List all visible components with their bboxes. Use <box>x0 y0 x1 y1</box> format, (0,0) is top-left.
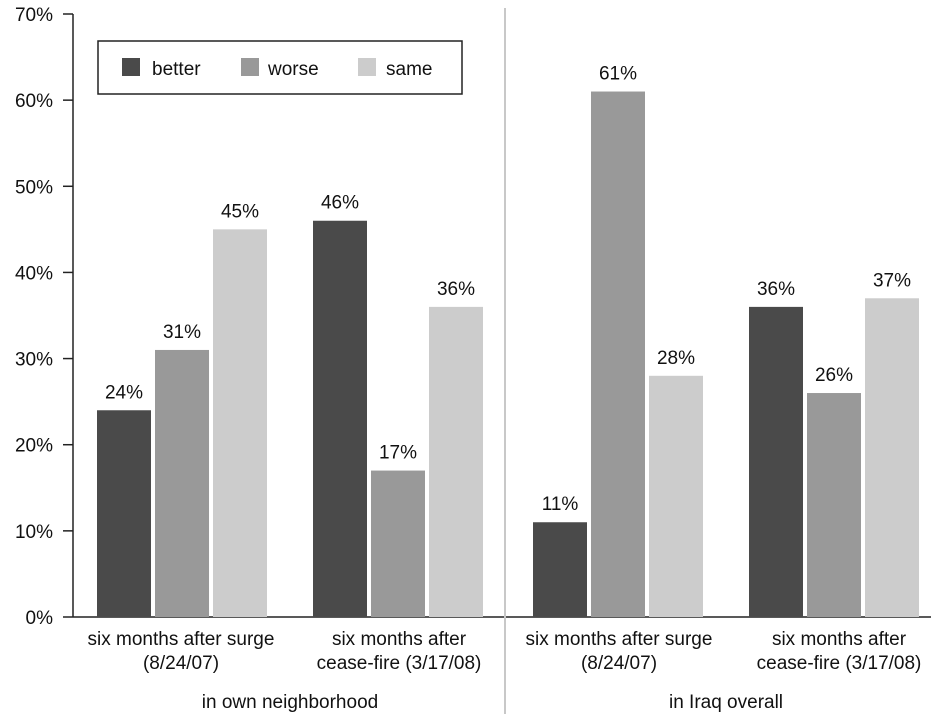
y-tick-label: 40% <box>15 263 53 284</box>
panel-label: in own neighborhood <box>202 692 378 713</box>
bar-same <box>649 375 703 617</box>
legend-swatch-better <box>122 58 140 76</box>
data-labels: 24% 31% 45% 46% 17% 36% 11% 61% 28% 36% 26% 37% <box>105 64 911 516</box>
data-label: 26% <box>815 365 853 386</box>
category-label: cease-fire (3/17/08) <box>317 653 482 674</box>
y-tick-label: 0% <box>26 608 54 629</box>
panel-label: in Iraq overall <box>669 692 783 713</box>
data-label: 37% <box>873 270 911 291</box>
bar-better <box>313 220 367 617</box>
category-label: six months after surge <box>88 629 275 650</box>
category-label: six months after <box>772 629 907 650</box>
bar-worse <box>371 470 425 617</box>
y-tick-label: 60% <box>15 91 53 112</box>
legend-label-worse: worse <box>267 59 319 80</box>
data-label: 31% <box>163 322 201 343</box>
bar-worse <box>591 91 645 618</box>
category-label: six months after <box>332 629 467 650</box>
data-label: 17% <box>379 443 417 464</box>
legend-box <box>97 40 463 95</box>
category-label: (8/24/07) <box>581 653 657 674</box>
legend-label-same: same <box>386 59 432 80</box>
bar-worse <box>155 349 209 617</box>
y-tick-label: 30% <box>15 350 53 371</box>
category-labels: six months after surge (8/24/07) six month… <box>88 629 922 713</box>
bar-better <box>533 522 587 617</box>
data-label: 46% <box>321 193 359 214</box>
legend-swatch-same <box>358 58 376 76</box>
category-label: cease-fire (3/17/08) <box>757 653 922 674</box>
legend-swatch-worse <box>241 58 259 76</box>
legend: better worse same <box>97 40 463 95</box>
data-label: 28% <box>657 348 695 369</box>
bar-better <box>97 410 151 617</box>
data-label: 11% <box>542 494 579 515</box>
bar-better <box>749 306 803 617</box>
bar-same <box>213 229 267 617</box>
data-label: 36% <box>437 279 475 300</box>
data-label: 24% <box>105 382 143 403</box>
bars <box>97 91 919 618</box>
bar-same <box>429 306 483 617</box>
y-tick-label: 70% <box>15 5 53 26</box>
category-label: six months after surge <box>526 629 713 650</box>
data-label: 61% <box>599 64 637 85</box>
bar-worse <box>807 393 861 617</box>
y-tick-label: 20% <box>15 436 53 457</box>
legend-label-better: better <box>152 59 201 80</box>
category-label: (8/24/07) <box>143 653 219 674</box>
bar-same <box>865 298 919 617</box>
y-tick-label: 10% <box>15 522 53 543</box>
data-label: 45% <box>221 201 259 222</box>
data-label: 36% <box>757 279 795 300</box>
y-tick-label: 50% <box>15 177 53 198</box>
